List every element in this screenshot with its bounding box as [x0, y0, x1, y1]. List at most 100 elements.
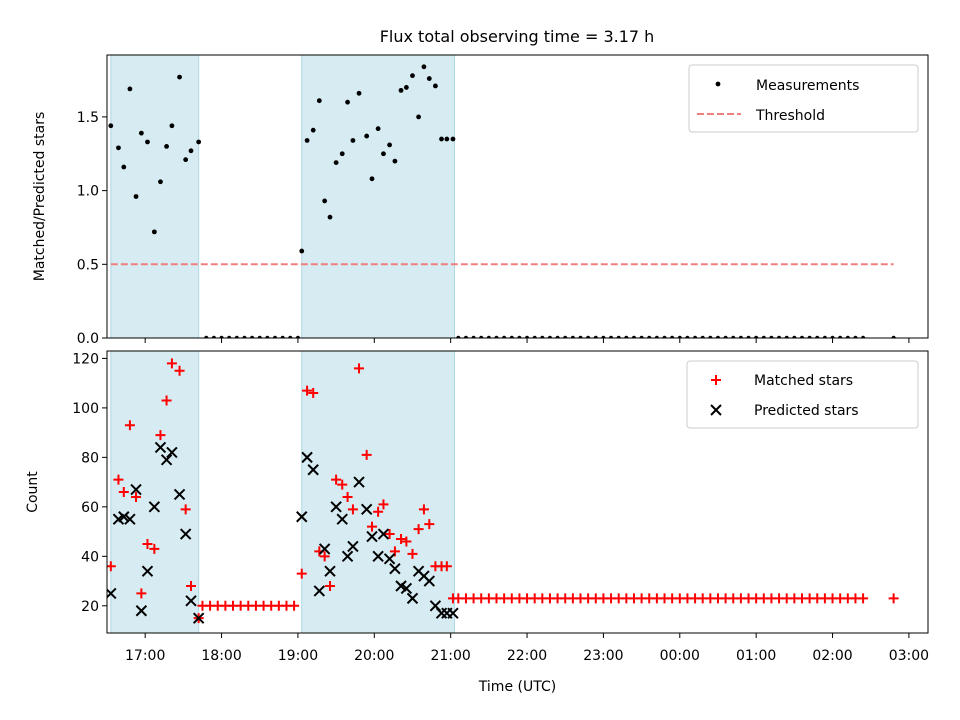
measurement-point — [799, 335, 805, 338]
y-tick-label: 1.0 — [77, 184, 99, 200]
measurement-point — [381, 151, 386, 157]
measurement-point — [322, 198, 328, 204]
measurement-point — [426, 76, 432, 81]
measurement-point — [708, 335, 713, 338]
measurement-point — [310, 127, 316, 133]
measurement-point — [669, 335, 675, 338]
y-tick-label: 60 — [81, 500, 99, 516]
y-tick-label: 40 — [81, 549, 99, 565]
predicted-star-marker — [135, 605, 148, 617]
plot-area — [107, 351, 899, 633]
measurement-point — [463, 335, 469, 338]
measurement-point — [509, 335, 514, 338]
measurement-point — [555, 335, 560, 338]
predicted-star-marker — [166, 446, 178, 459]
matched-star-marker — [378, 499, 389, 510]
measurement-point — [639, 335, 644, 338]
measurement-point — [784, 335, 789, 338]
measurement-point — [738, 335, 744, 338]
measurement-point — [731, 335, 736, 338]
predicted-star-marker — [192, 612, 205, 624]
measurement-point — [807, 335, 812, 338]
matched-star-marker — [166, 358, 177, 369]
measurement-point — [547, 335, 553, 338]
bottom-panel: 20 40 60 80 100 120 17:00 18:00 19:00 20:00 21:00 2… — [25, 350, 929, 695]
predicted-star-marker — [400, 582, 413, 595]
matched-star-marker — [342, 491, 353, 502]
matched-star-marker — [354, 363, 365, 374]
measurement-point — [188, 148, 194, 154]
predicted-star-marker — [447, 607, 459, 619]
measurement-point — [151, 229, 157, 235]
measurement-point — [339, 151, 345, 157]
matched-star-marker — [337, 479, 348, 490]
legend: Matched stars Predicted stars — [686, 360, 919, 429]
predicted-star-marker — [360, 503, 373, 516]
measurement-point — [532, 335, 537, 338]
measurement-point — [257, 335, 262, 338]
predicted-star-marker — [372, 550, 384, 563]
predicted-star-marker — [353, 476, 365, 488]
predicted-star-marker — [336, 513, 348, 525]
measurement-point — [891, 335, 896, 338]
matched-star-marker — [888, 593, 899, 604]
measurement-point — [345, 99, 350, 105]
matched-star-marker — [858, 593, 869, 604]
matched-star-marker — [413, 524, 424, 535]
measurement-point — [761, 335, 766, 338]
matched-star-marker — [407, 548, 418, 559]
measurement-point — [121, 164, 127, 170]
matched-star-marker — [373, 506, 384, 517]
measurement-point — [479, 335, 484, 338]
measurement-point — [815, 335, 820, 338]
y-tick-label: 0.5 — [77, 257, 99, 273]
measurement-point — [403, 85, 409, 90]
measurement-point — [753, 335, 759, 338]
x-tick-label: 01:00 — [736, 648, 776, 664]
predicted-star-marker — [141, 565, 154, 577]
axes-frame — [106, 54, 929, 339]
matched-star-marker — [174, 365, 185, 376]
measurement-point — [631, 335, 637, 338]
predicted-star-marker — [307, 464, 319, 476]
measurement-point — [692, 335, 698, 338]
measurement-point — [183, 157, 189, 163]
measurement-point — [211, 335, 217, 338]
measurement-point — [769, 335, 774, 338]
measurement-point — [444, 136, 450, 142]
measurement-point — [416, 114, 421, 120]
measurement-point — [563, 335, 568, 338]
predicted-star-marker — [179, 528, 192, 540]
matched-star-marker — [186, 581, 197, 591]
measurement-point — [662, 335, 667, 338]
measurement-point — [450, 136, 456, 142]
matched-star-marker — [347, 504, 358, 515]
measurement-point — [304, 138, 310, 143]
x-tick-label: 02:00 — [812, 648, 852, 664]
measurement-point — [593, 335, 598, 338]
legend-label: Matched stars — [754, 373, 853, 389]
measurement-point — [647, 335, 652, 338]
matched-star-marker — [424, 519, 435, 530]
matched-star-marker — [441, 561, 452, 572]
measurement-point — [204, 335, 209, 338]
measurement-point — [456, 335, 461, 338]
x-tick-label: 20:00 — [354, 648, 394, 664]
predicted-star-marker — [324, 565, 336, 577]
measurement-point — [433, 83, 438, 89]
legend-predicted-marker — [710, 404, 722, 416]
measurement-point — [219, 335, 224, 338]
measurement-point — [540, 335, 545, 338]
measurement-point — [601, 335, 606, 338]
y-tick-label: 20 — [81, 599, 99, 615]
measurement-point — [410, 73, 415, 79]
predicted-star-marker — [185, 595, 197, 607]
measurement-point — [830, 335, 835, 338]
matched-star-marker — [131, 491, 142, 502]
measurement-point — [169, 123, 175, 129]
measurement-point — [486, 335, 492, 338]
measurement-point — [316, 98, 322, 104]
measurement-point — [685, 335, 690, 338]
predicted-star-marker — [423, 575, 435, 587]
measurement-point — [700, 335, 705, 338]
